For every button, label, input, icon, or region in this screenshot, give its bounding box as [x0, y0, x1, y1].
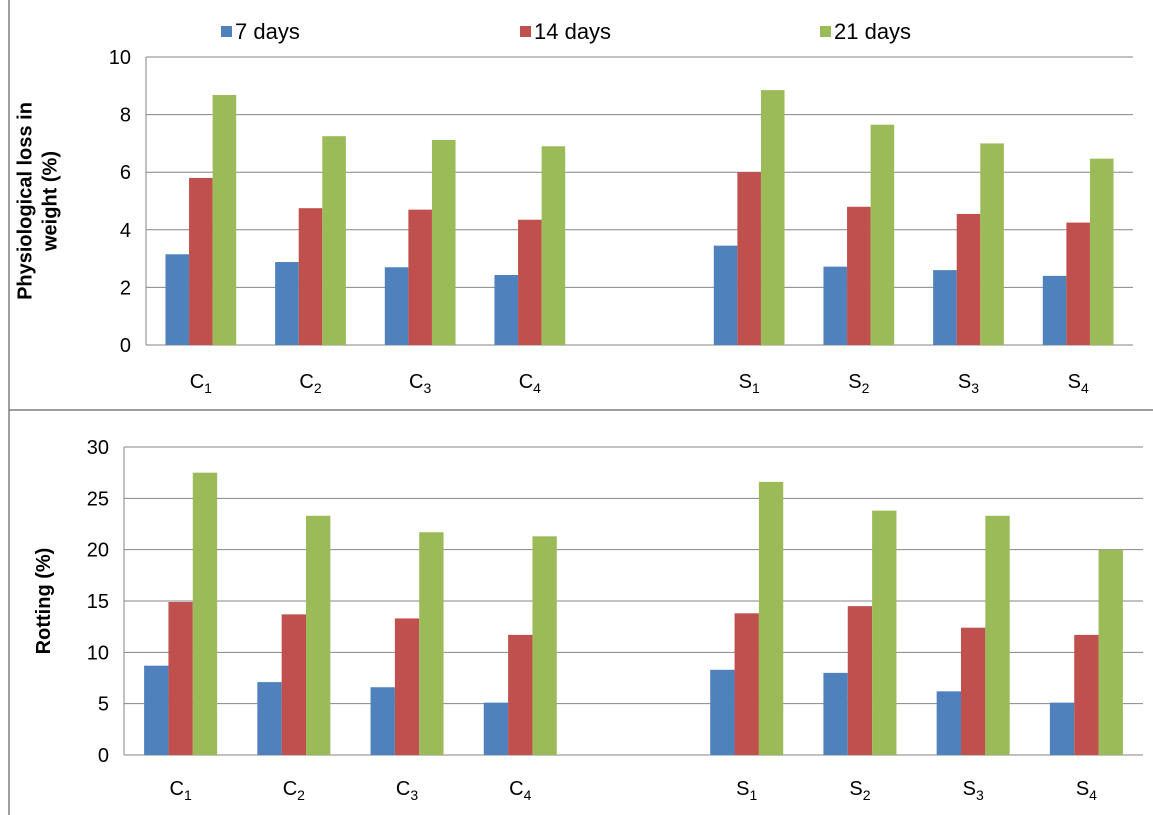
bar-14-days-S3: [961, 628, 985, 755]
category-label: C2: [283, 778, 305, 803]
bar-14-days-C4: [508, 635, 532, 755]
bar-14-days-C1: [189, 178, 213, 345]
category-label: C2: [299, 371, 321, 396]
bar-14-days-C2: [282, 614, 306, 755]
legend: 7 days 14 days 21 days: [221, 19, 911, 44]
bar-7-days-S4: [1043, 276, 1067, 345]
y-tick-label: 10: [87, 642, 109, 664]
y-tick-label: 20: [87, 540, 109, 562]
bar-7-days-S4: [1050, 703, 1074, 755]
y-tick-label: 2: [120, 277, 131, 299]
bar-7-days-C1: [165, 254, 189, 345]
bar-21-days-S1: [759, 482, 783, 755]
legend-label-21-days: 21 days: [834, 19, 911, 44]
bar-14-days-C2: [299, 208, 323, 345]
bar-14-days-C1: [168, 602, 192, 755]
category-label: S1: [736, 778, 757, 803]
bar-21-days-S3: [980, 143, 1004, 345]
category-label: S3: [958, 371, 979, 396]
category-label: C1: [169, 778, 191, 803]
bar-7-days-S2: [823, 673, 847, 755]
bar-21-days-C2: [322, 136, 346, 345]
bar-21-days-S2: [871, 125, 895, 345]
y-tick-label: 15: [87, 591, 109, 613]
category-label: C3: [396, 778, 418, 803]
bar-14-days-S3: [957, 214, 981, 345]
bar-21-days-C4: [542, 146, 566, 345]
bar-7-days-S3: [933, 270, 957, 345]
bar-7-days-C1: [144, 666, 168, 755]
y-tick-label: 4: [120, 220, 131, 242]
bar-21-days-S4: [1090, 159, 1114, 345]
category-label: C1: [190, 371, 212, 396]
bar-14-days-S1: [735, 613, 759, 755]
y-tick-label: 30: [87, 437, 109, 459]
bar-7-days-S2: [823, 267, 847, 345]
rotting-chart: 0 5 10 15 20 25 30 C1 C2 C3 C4 S1 S2 S3 S4 Rotting (%): [33, 437, 1143, 803]
bar-14-days-S4: [1066, 223, 1090, 345]
bar-21-days-C1: [213, 95, 237, 345]
bar-7-days-C3: [371, 687, 395, 755]
legend-item-7-days: 7 days: [221, 19, 300, 44]
bar-7-days-C3: [385, 267, 409, 345]
bar-7-days-C2: [275, 262, 299, 345]
y-tick-label: 0: [120, 335, 131, 357]
bar-21-days-C3: [419, 532, 443, 755]
bar-7-days-C4: [494, 275, 518, 345]
bar-21-days-S4: [1099, 550, 1123, 755]
y-tick-label: 0: [98, 745, 109, 767]
bar-14-days-S4: [1074, 635, 1098, 755]
bar-14-days-S2: [848, 606, 872, 755]
category-label: S4: [1076, 778, 1097, 803]
legend-item-21-days: 21 days: [820, 19, 911, 44]
bar-21-days-C4: [532, 536, 556, 755]
bar-14-days-S2: [847, 207, 871, 345]
y-tick-label: 5: [98, 694, 109, 716]
bar-14-days-S1: [737, 172, 761, 345]
bar-7-days-S1: [714, 246, 738, 345]
bar-7-days-C2: [257, 682, 281, 755]
legend-swatch-21-days: [820, 26, 831, 37]
category-label: C4: [519, 371, 541, 396]
bar-7-days-C4: [484, 703, 508, 755]
category-label: C4: [509, 778, 531, 803]
legend-swatch-7-days: [221, 26, 232, 37]
y-axis-title: weight (%): [40, 151, 62, 252]
bar-21-days-C3: [432, 140, 456, 345]
bar-21-days-C2: [306, 516, 330, 755]
y-tick-label: 6: [120, 162, 131, 184]
bar-21-days-S2: [872, 511, 896, 755]
category-label: S2: [848, 371, 869, 396]
y-axis-title: Physiological loss in: [15, 102, 37, 300]
category-label: S4: [1068, 371, 1089, 396]
category-label: S2: [849, 778, 870, 803]
y-tick-label: 8: [120, 105, 131, 127]
bar-21-days-S1: [761, 90, 785, 345]
bar-21-days-S3: [985, 516, 1009, 755]
weight-loss-chart: 0 2 4 6 8 10 C1 C2 C3 C4 S1 S2 S3 S4 Physiological los…: [15, 47, 1134, 396]
bar-21-days-C1: [193, 473, 217, 755]
category-label: S1: [739, 371, 760, 396]
y-tick-label: 10: [109, 47, 131, 69]
legend-label-14-days: 14 days: [534, 19, 611, 44]
bar-7-days-S3: [937, 691, 961, 755]
category-label: S3: [963, 778, 984, 803]
y-tick-label: 25: [87, 488, 109, 510]
legend-item-14-days: 14 days: [520, 19, 611, 44]
bar-7-days-S1: [710, 670, 734, 755]
bar-14-days-C3: [395, 618, 419, 755]
category-label: C3: [409, 371, 431, 396]
y-axis-title: Rotting (%): [33, 548, 55, 655]
bar-14-days-C4: [518, 220, 542, 345]
bar-14-days-C3: [408, 210, 432, 345]
legend-label-7-days: 7 days: [235, 19, 300, 44]
legend-swatch-14-days: [520, 26, 531, 37]
